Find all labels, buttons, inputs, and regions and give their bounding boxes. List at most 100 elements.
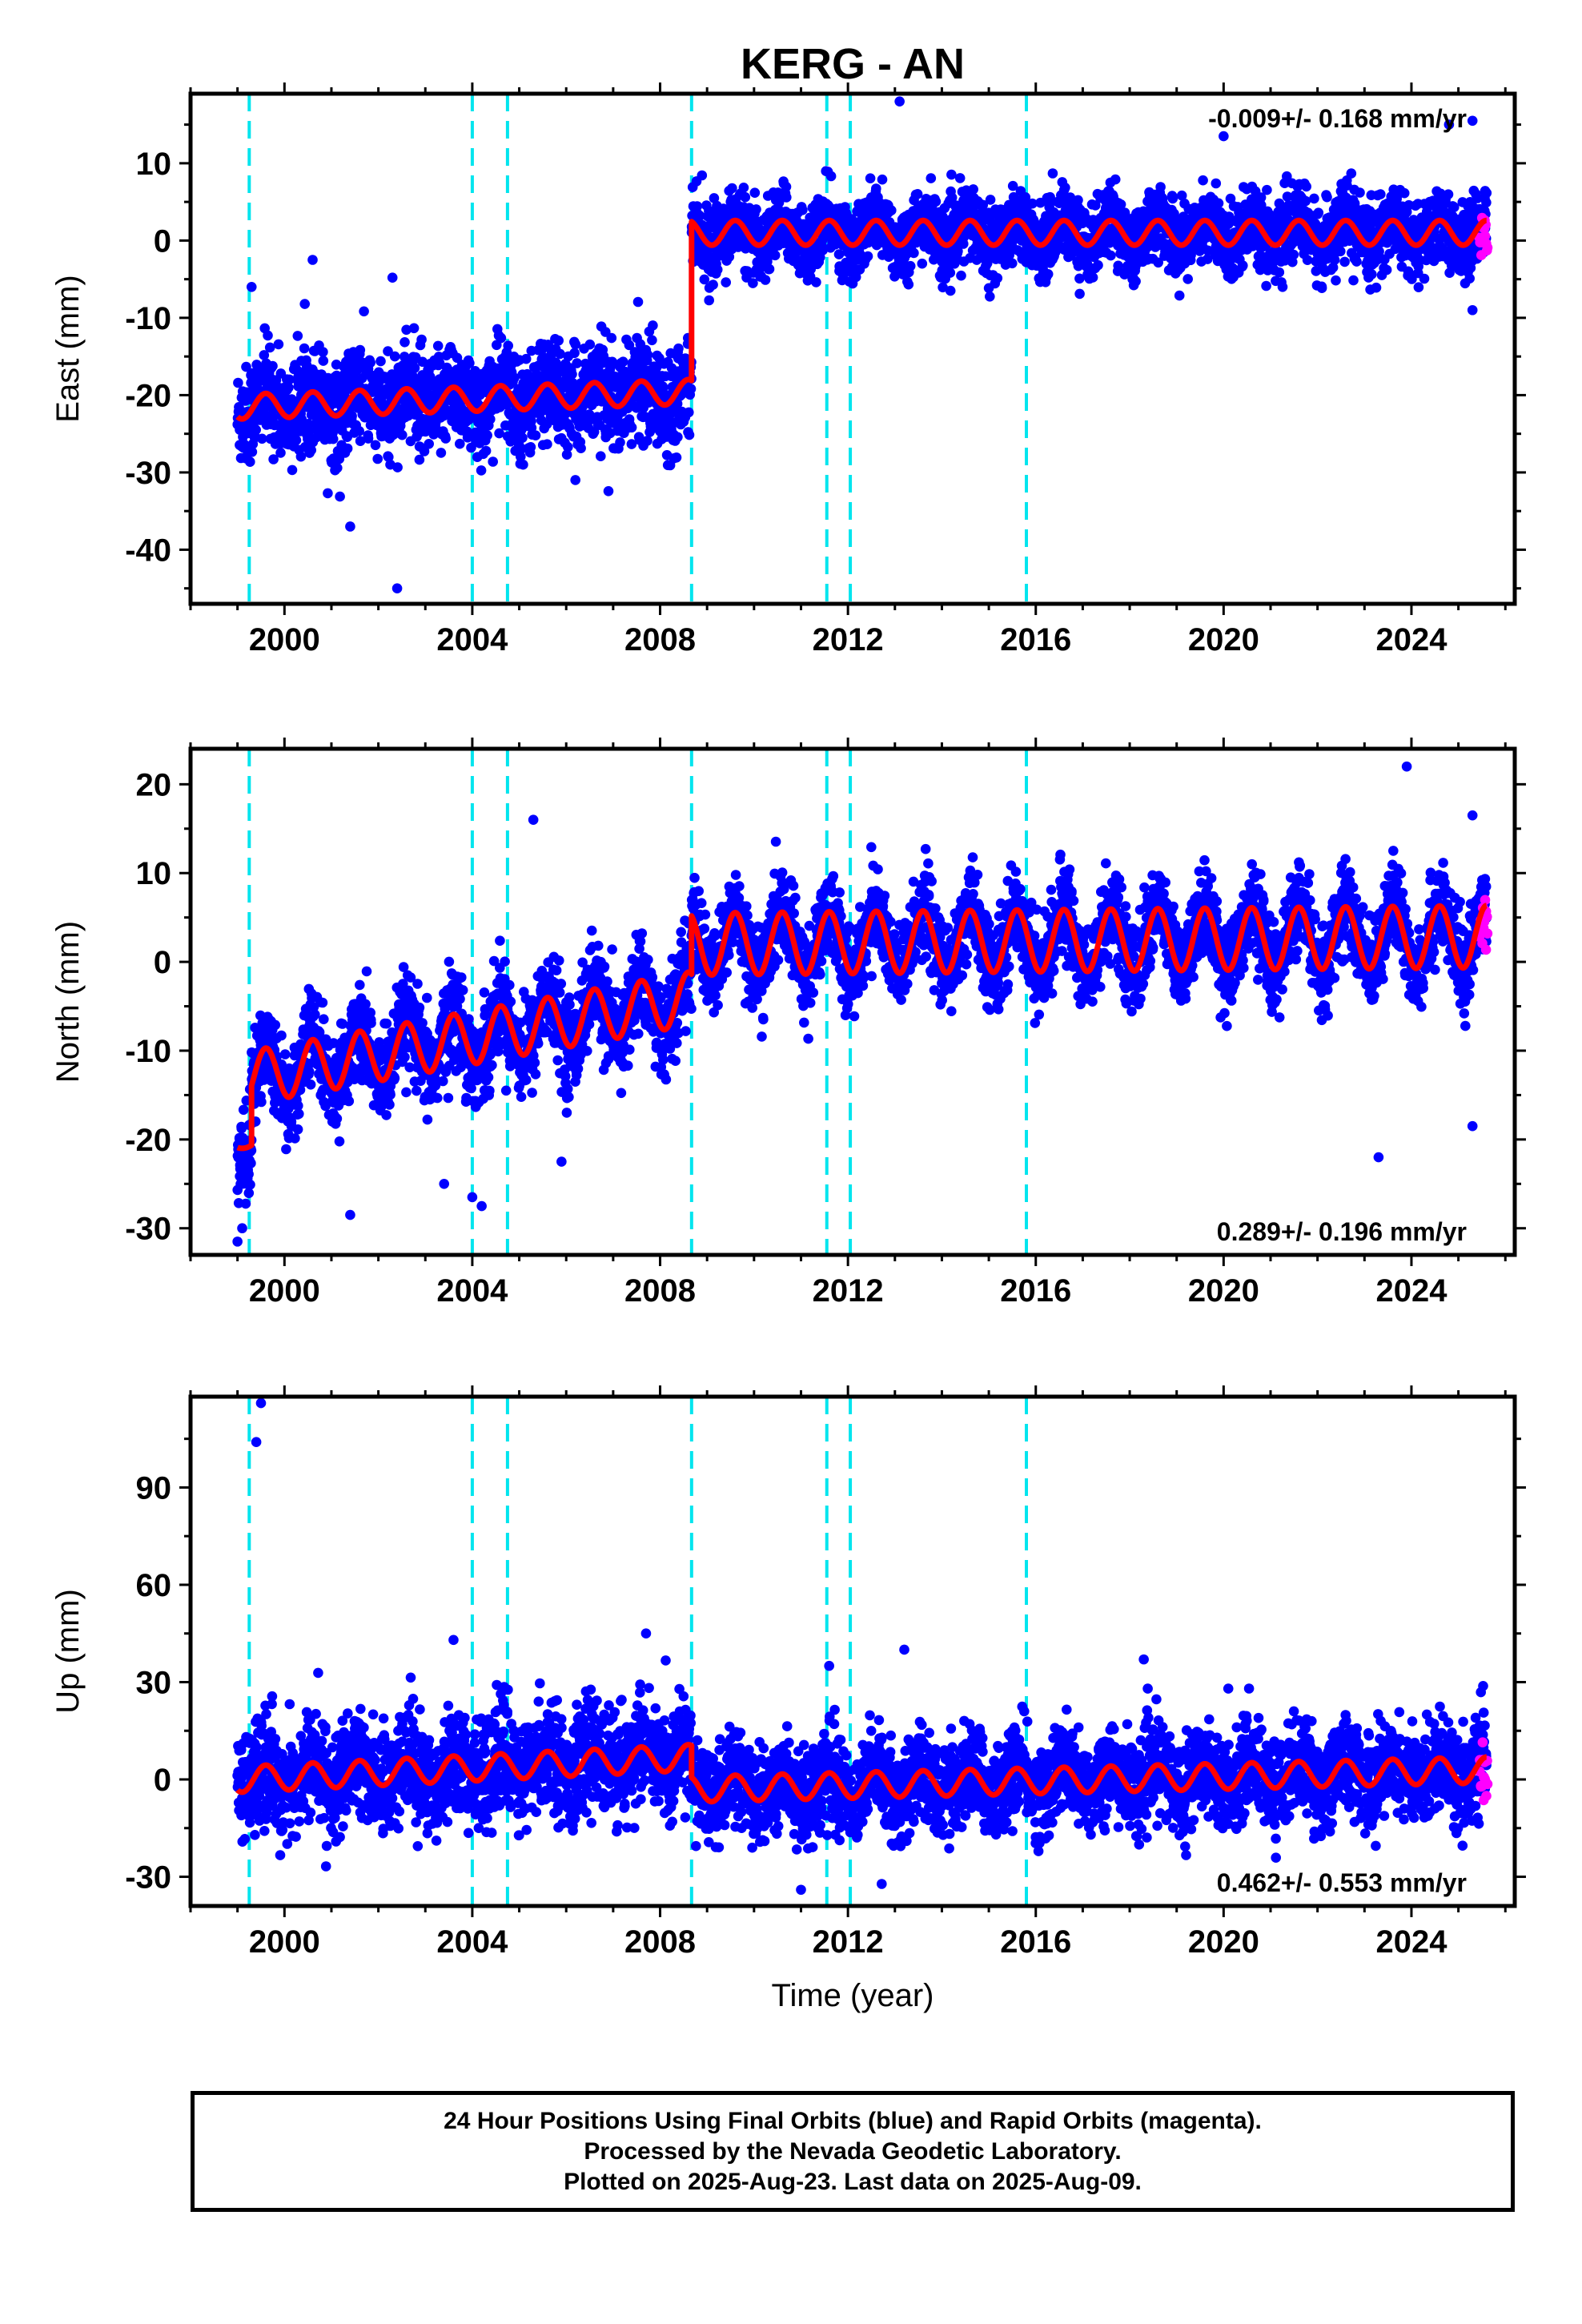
data-point xyxy=(673,343,684,354)
data-point xyxy=(570,475,580,485)
outlier-points xyxy=(246,96,1478,593)
data-point xyxy=(233,377,243,388)
data-point xyxy=(946,169,957,180)
data-point xyxy=(485,414,496,424)
data-point xyxy=(1277,282,1288,292)
data-point xyxy=(530,430,541,440)
data-point xyxy=(273,339,284,350)
data-point xyxy=(1313,207,1324,219)
data-point xyxy=(626,422,637,433)
data-point xyxy=(303,419,314,429)
data-point xyxy=(463,428,473,439)
data-point xyxy=(299,299,311,309)
data-point xyxy=(509,372,520,384)
rate-annotation: -0.009+/- 0.168 mm/yr xyxy=(1208,104,1467,133)
data-point xyxy=(865,173,876,183)
data-point xyxy=(606,332,617,344)
data-point xyxy=(375,356,386,367)
data-point xyxy=(332,463,343,473)
data-point xyxy=(760,275,771,285)
data-point xyxy=(632,296,644,308)
data-point xyxy=(1329,255,1340,265)
data-point xyxy=(345,521,355,532)
data-point xyxy=(909,247,919,259)
x-tick-label: 2024 xyxy=(1375,622,1447,657)
data-point xyxy=(1198,175,1208,186)
data-point xyxy=(797,204,808,215)
data-point xyxy=(409,363,420,373)
data-point xyxy=(355,344,366,356)
data-point xyxy=(563,441,573,452)
x-tick-label: 2020 xyxy=(1188,622,1259,657)
y-tick-label: -20 xyxy=(125,378,171,413)
data-point xyxy=(968,184,978,195)
data-point xyxy=(283,382,294,393)
data-point xyxy=(335,491,345,502)
data-point xyxy=(905,260,916,271)
data-point xyxy=(781,181,792,192)
data-point xyxy=(1073,195,1083,206)
data-point xyxy=(1367,269,1377,279)
data-point xyxy=(945,285,956,296)
data-point xyxy=(342,443,353,454)
data-point xyxy=(642,436,652,446)
data-point xyxy=(488,456,498,467)
data-point xyxy=(503,340,513,352)
data-point xyxy=(408,323,420,334)
data-point xyxy=(517,432,528,443)
data-point xyxy=(685,384,697,394)
data-point xyxy=(749,187,761,198)
data-point xyxy=(926,173,937,183)
data-point xyxy=(494,428,504,439)
data-point xyxy=(985,195,996,205)
data-point xyxy=(464,358,475,368)
data-point xyxy=(417,356,428,368)
data-point xyxy=(1060,183,1070,193)
data-point xyxy=(251,424,262,436)
x-tick-label: 2012 xyxy=(813,622,884,657)
data-point xyxy=(299,343,310,354)
data-point xyxy=(912,189,923,199)
data-point xyxy=(1481,187,1492,199)
data-point xyxy=(1174,290,1185,301)
x-tick-label: 2000 xyxy=(249,622,320,657)
data-point xyxy=(518,459,528,470)
data-point xyxy=(569,348,580,359)
data-point xyxy=(287,464,298,476)
data-point xyxy=(642,349,653,360)
data-point xyxy=(862,251,873,262)
data-point xyxy=(1443,189,1454,199)
panel-east: 2000 2004 2008 2012 2016 2020 2024-40-30-20-10… xyxy=(50,82,1526,657)
data-point xyxy=(684,407,694,418)
y-tick-label: 10 xyxy=(136,147,172,182)
data-point xyxy=(267,412,279,423)
data-point xyxy=(392,462,403,472)
data-point xyxy=(1371,282,1382,293)
data-point xyxy=(1274,267,1285,278)
data-point xyxy=(401,324,412,336)
data-point xyxy=(877,174,888,185)
data-point xyxy=(383,346,393,356)
data-point xyxy=(1351,256,1362,267)
data-point xyxy=(318,347,328,357)
data-point xyxy=(1155,182,1166,192)
data-point xyxy=(903,279,914,290)
data-point xyxy=(1381,264,1392,275)
data-point xyxy=(699,274,710,285)
data-point xyxy=(482,430,492,440)
data-point xyxy=(391,583,403,593)
data-point xyxy=(347,411,357,421)
data-point xyxy=(1316,283,1327,294)
data-point xyxy=(1449,202,1460,212)
data-point xyxy=(257,433,267,444)
data-point xyxy=(1335,246,1346,257)
data-point xyxy=(738,183,749,193)
data-point xyxy=(596,451,606,461)
data-point xyxy=(247,447,258,457)
data-point xyxy=(769,250,781,261)
data-point xyxy=(1464,273,1475,284)
data-point xyxy=(930,196,942,207)
data-point xyxy=(383,452,394,462)
data-point xyxy=(1355,187,1365,198)
data-point xyxy=(871,183,881,194)
